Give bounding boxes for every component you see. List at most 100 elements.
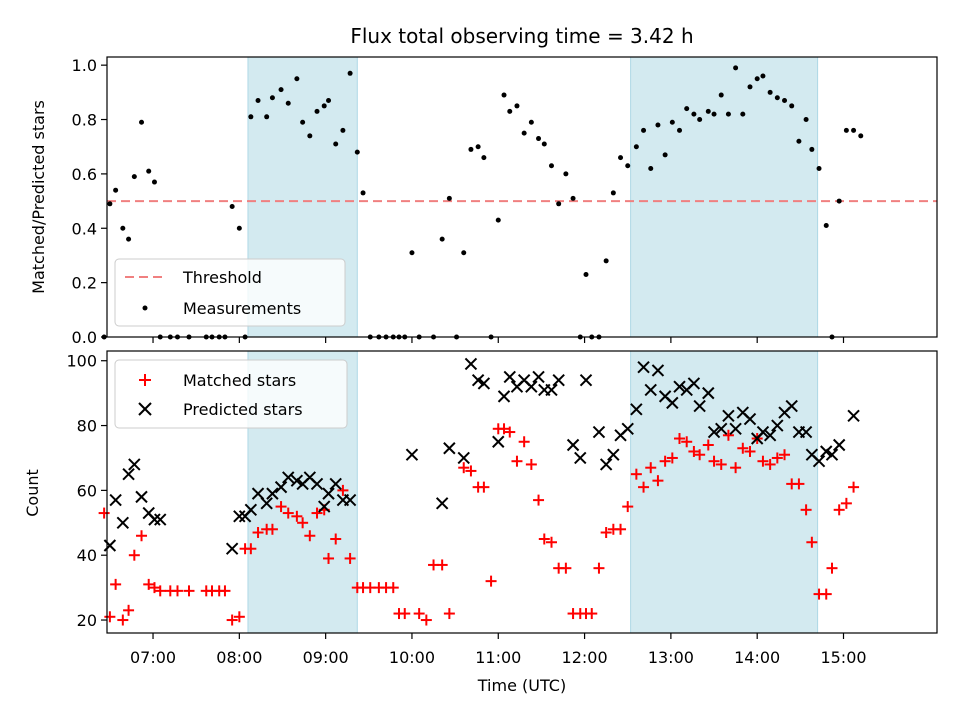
predicted-star-point (799, 425, 813, 439)
matched-stars-points (98, 423, 860, 626)
predicted-star-point (599, 458, 613, 471)
matched-star-point (498, 423, 510, 435)
matched-star-point (504, 426, 516, 438)
measurement-point (754, 76, 760, 82)
matched-star-point (525, 458, 537, 470)
matched-star-point (645, 462, 657, 474)
measurement-point (803, 117, 809, 123)
measurement-point (294, 76, 300, 82)
measurement-point (858, 133, 864, 139)
measurement-point (655, 122, 661, 128)
measurement-point (740, 111, 746, 117)
predicted-star-point (644, 383, 657, 397)
predicted-star-point (457, 451, 470, 465)
y-tick-label: 60 (77, 481, 97, 500)
predicted-star-point (552, 373, 565, 387)
bottom-axes-frame (106, 350, 938, 634)
predicted-star-point (532, 370, 545, 384)
bottom-legend: Matched stars Predicted stars (114, 359, 348, 429)
measurement-point (528, 119, 534, 125)
matched-star-point (800, 504, 812, 516)
measurement-point (536, 136, 542, 142)
predicted-star-point (673, 380, 686, 393)
predicted-star-point (122, 467, 135, 481)
measurement-point (583, 271, 589, 277)
top-y-ticks: 0.0 0.2 0.4 0.6 0.8 1.0 (72, 56, 107, 347)
bottom-legend-box (114, 359, 348, 429)
measurement-point (229, 204, 235, 210)
measurement-point (603, 258, 609, 264)
measurement-point (120, 225, 126, 231)
x-tick-label: 09:00 (303, 648, 349, 667)
matched-star-point (128, 549, 140, 561)
matched-star-point (275, 501, 287, 513)
measurement-point (796, 138, 802, 144)
measurement-point (113, 187, 119, 193)
predicted-star-point (785, 399, 798, 413)
measurement-point (321, 103, 327, 109)
predicted-star-point (274, 480, 288, 494)
legend-measurements-swatch (142, 305, 148, 311)
y-tick-label: 100 (66, 352, 97, 371)
predicted-star-point (820, 445, 833, 458)
predicted-star-point (566, 438, 580, 452)
measurement-point (718, 92, 724, 98)
measurement-point (255, 97, 261, 103)
matched-star-point (110, 578, 122, 590)
bottom-shaded-regions (247, 351, 819, 633)
predicted-star-point (545, 383, 558, 397)
predicted-star-point (435, 497, 449, 510)
measurement-point (782, 97, 788, 103)
measurement-point (307, 133, 313, 139)
predicted-star-point (607, 448, 620, 461)
matched-star-point (593, 562, 605, 574)
measurement-point (843, 127, 849, 133)
matched-star-point (744, 445, 756, 457)
measurement-point (625, 163, 631, 169)
predicted-star-point (329, 477, 342, 491)
matched-star-point (715, 458, 727, 470)
predicted-star-point (154, 513, 167, 526)
predicted-star-point (621, 422, 634, 436)
matched-star-point (98, 507, 110, 519)
measurement-point (264, 114, 270, 120)
measurement-point (691, 111, 697, 117)
predicted-star-point (318, 500, 331, 513)
measurement-point (767, 89, 773, 95)
matched-star-point (511, 455, 523, 467)
legend-threshold-label: Threshold (182, 268, 262, 287)
bottom-y-axis-label: Count (23, 469, 42, 517)
predicted-star-point (825, 448, 839, 461)
matched-star-point (730, 462, 742, 474)
top-legend: Threshold Measurements (114, 258, 346, 327)
top-legend-box (114, 258, 346, 327)
matched-star-point (771, 452, 783, 464)
y-tick-label: 0.6 (72, 165, 97, 184)
measurements-points (101, 65, 864, 340)
matched-star-point (600, 527, 612, 539)
measurement-point (139, 119, 145, 125)
predicted-star-point (103, 539, 117, 552)
matched-star-point (148, 582, 160, 594)
predicted-star-point (812, 454, 826, 468)
measurement-point (677, 127, 683, 133)
matched-star-point (252, 527, 264, 539)
legend-predicted-label: Predicted stars (183, 400, 303, 419)
predicted-star-point (343, 493, 357, 507)
measurement-point (610, 190, 616, 196)
matched-star-point (518, 436, 530, 448)
matched-star-point (694, 449, 706, 461)
predicted-star-point (592, 425, 606, 439)
y-tick-label: 0.8 (72, 111, 97, 130)
predicted-star-point (729, 422, 742, 436)
measurement-point (326, 97, 332, 103)
predicted-star-point (322, 487, 335, 500)
measurement-point (495, 217, 501, 223)
predicted-star-point (492, 435, 505, 448)
matched-star-point (652, 475, 664, 487)
predicted-star-point (525, 380, 538, 393)
matched-star-point (436, 559, 448, 571)
measurement-point (314, 108, 320, 114)
matched-star-point (722, 429, 734, 441)
predicted-star-point (574, 451, 587, 465)
